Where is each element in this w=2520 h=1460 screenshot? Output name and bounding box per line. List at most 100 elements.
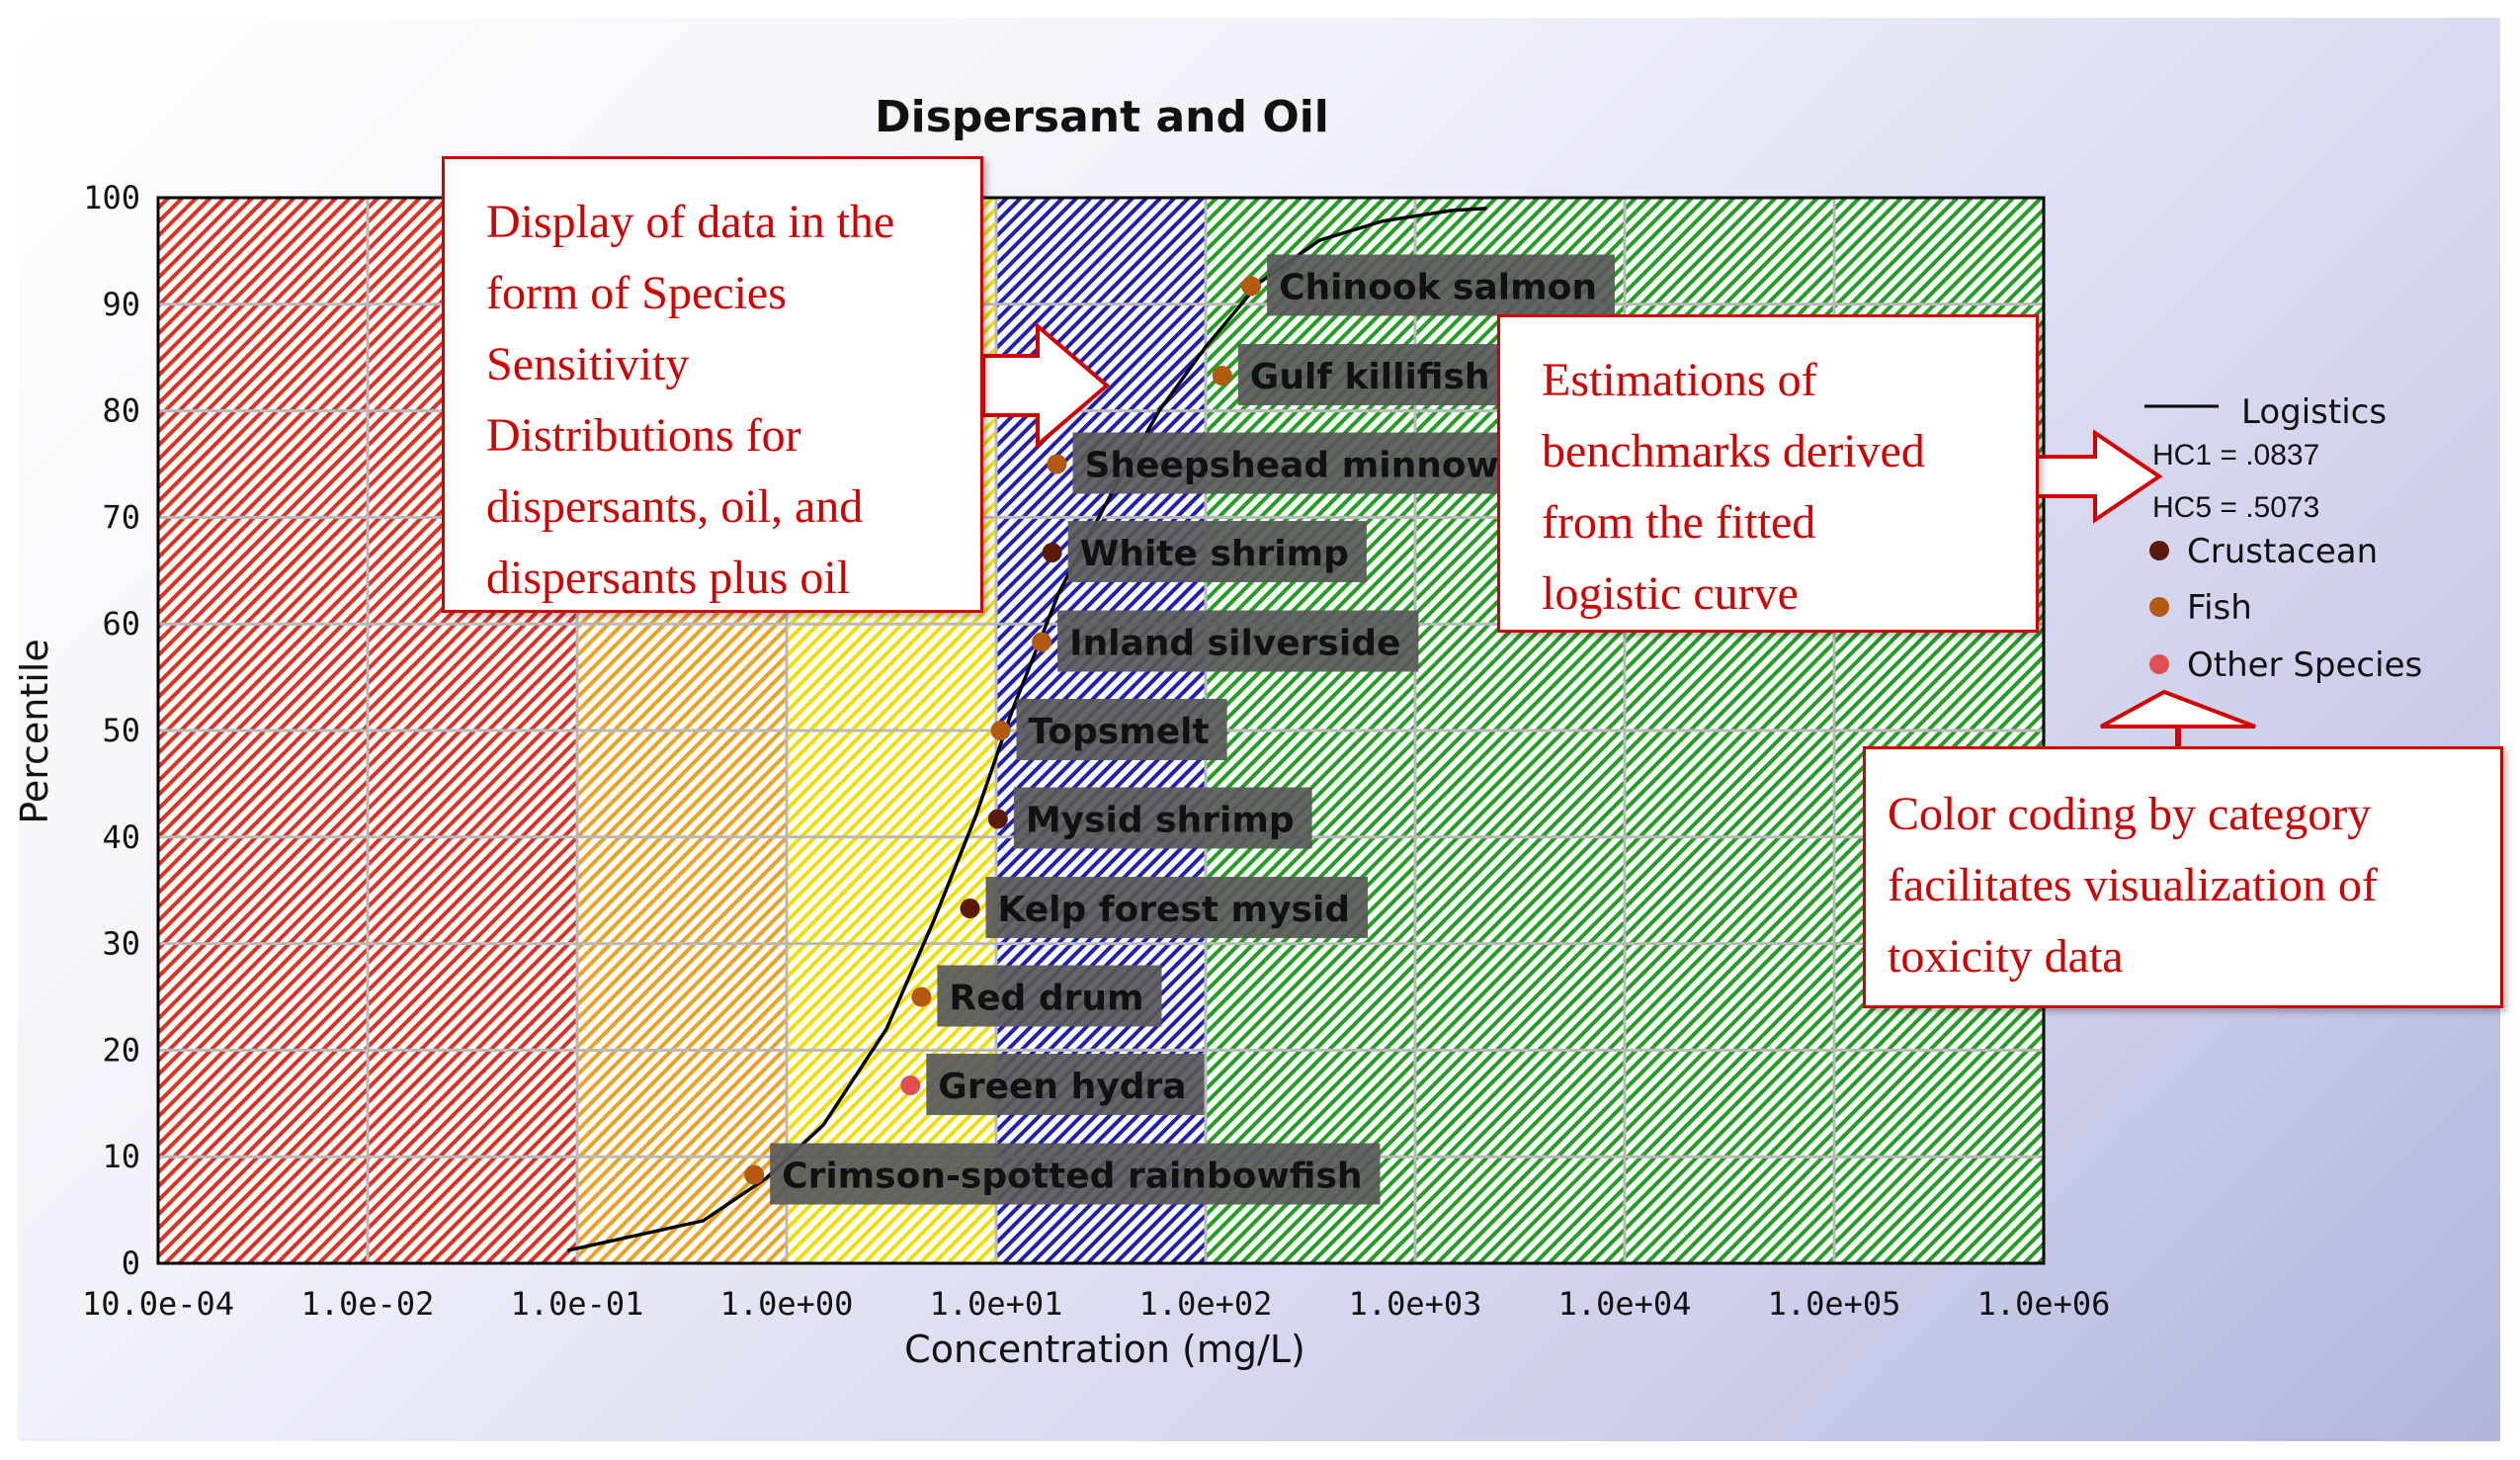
callout-benchmarks-line: logistic curve: [1542, 567, 1799, 620]
y-tick-label: 60: [102, 605, 140, 643]
axis-ticks: 10.0e-04 1.0e-02 1.0e-01 1.0e+00 1.0e+01 1.0e…: [82, 179, 2110, 1323]
callout-color-line: toxicity data: [1888, 930, 2124, 983]
y-tick-label: 20: [102, 1031, 140, 1069]
species-label: Gulf killifish: [1250, 357, 1490, 397]
y-tick-label: 90: [102, 286, 140, 323]
species-point-group: Sheepshead minnow: [1047, 432, 1517, 494]
species-point: [911, 987, 932, 1007]
x-tick-label: 1.0e+01: [930, 1285, 1063, 1323]
chart-title: Dispersant and Oil: [875, 92, 1329, 142]
callout-benchmarks: Estimations of benchmarks derived from t…: [1497, 314, 2039, 633]
species-point-group: Chinook salmon: [1241, 254, 1615, 316]
arrow-right-benchmarks: [2034, 429, 2163, 524]
species-point: [1241, 276, 1262, 297]
callout-ssd: Display of data in the form of Species S…: [442, 156, 983, 613]
y-tick-label: 0: [122, 1245, 140, 1282]
legend-fish-marker: [2149, 597, 2169, 617]
y-tick-label: 80: [102, 392, 140, 430]
legend-crustacean-marker: [2149, 541, 2169, 560]
y-tick-label: 10: [102, 1138, 140, 1175]
species-point: [990, 721, 1011, 740]
callout-ssd-line: Display of data in the: [486, 196, 895, 248]
callout-ssd-line: Sensitivity: [486, 338, 690, 390]
species-label: Kelp forest mysid: [998, 890, 1351, 930]
species-point-group: Topsmelt: [990, 699, 1227, 760]
x-tick-label: 1.0e+06: [1977, 1285, 2111, 1323]
species-point-group: Red drum: [911, 965, 1162, 1027]
species-point: [744, 1164, 765, 1185]
callout-arrows: [981, 321, 2256, 748]
x-tick-label: 1.0e+04: [1558, 1285, 1692, 1323]
species-point-group: Kelp forest mysid: [960, 877, 1369, 939]
callout-color-line: facilitates visualization of: [1888, 859, 2378, 911]
species-label: Red drum: [949, 979, 1143, 1019]
x-tick-label: 1.0e+03: [1349, 1285, 1482, 1323]
arrow-right-ssd: [981, 321, 1111, 450]
species-label-box: [937, 965, 1162, 1027]
species-label-box: [1072, 432, 1517, 494]
species-label: Crimson-spotted rainbowfish: [782, 1157, 1362, 1197]
hc5-value: HC5 = .5073: [2152, 491, 2319, 524]
species-label-box: [1013, 787, 1312, 849]
species-point-group: Gulf killifish: [1212, 344, 1508, 406]
y-tick-label: 40: [102, 818, 140, 856]
species-point: [1032, 632, 1052, 652]
legend: Logistics HC1 = .0837 HC5 = .5073 Crusta…: [2144, 392, 2422, 685]
x-tick-label: 10.0e-04: [82, 1285, 234, 1323]
callout-ssd-line: form of Species: [486, 267, 787, 319]
species-point: [1042, 542, 1062, 562]
series-line-logistics: [566, 207, 1487, 1252]
species-label: Sheepshead minnow: [1084, 446, 1498, 486]
species-label: White shrimp: [1080, 534, 1349, 574]
species-label: Inland silverside: [1069, 624, 1400, 664]
species-point-group: White shrimp: [1042, 520, 1367, 582]
species-point-group: Inland silverside: [1032, 610, 1419, 672]
x-tick-label: 1.0e-01: [511, 1285, 644, 1323]
species-point: [1047, 454, 1067, 474]
x-tick-label: 1.0e-02: [301, 1285, 435, 1323]
y-tick-label: 70: [102, 498, 140, 536]
y-tick-label: 30: [102, 925, 140, 963]
species-label-box: [926, 1053, 1205, 1115]
species-label-box: [1016, 699, 1227, 760]
species-label-box: [1237, 344, 1508, 406]
y-tick-label: 100: [83, 179, 140, 216]
species-point-group: Mysid shrimp: [987, 787, 1312, 849]
plot-frame: [156, 196, 2046, 1265]
callout-ssd-line: dispersants, oil, and: [486, 480, 864, 533]
species-point: [960, 899, 980, 919]
y-tick-label: 50: [102, 712, 140, 749]
x-tick-label: 1.0e+00: [720, 1285, 854, 1323]
legend-other-marker: [2149, 654, 2169, 674]
legend-line-label: Logistics: [2241, 392, 2387, 432]
callout-benchmarks-line: from the fitted: [1542, 496, 1816, 549]
species-label-box: [1067, 520, 1367, 582]
species-point-group: Green hydra: [900, 1053, 1205, 1115]
species-label: Chinook salmon: [1279, 267, 1597, 307]
callout-color-coding: Color coding by category facilitates vis…: [1863, 746, 2503, 1008]
logistic-curve: [566, 207, 1487, 1252]
species-point-group: Crimson-spotted rainbowfish: [744, 1143, 1381, 1205]
arrow-up-color: [2100, 689, 2256, 748]
species-label: Green hydra: [938, 1067, 1186, 1107]
species-label-box: [1057, 610, 1419, 672]
x-axis-label: Concentration (mg/L): [904, 1328, 1305, 1371]
x-tick-label: 1.0e+05: [1768, 1285, 1901, 1323]
species-label-box: [770, 1143, 1381, 1205]
species-label: Topsmelt: [1028, 712, 1209, 752]
legend-crustacean-label: Crustacean: [2187, 532, 2378, 571]
y-axis-label: Percentile: [13, 639, 56, 823]
species-point: [900, 1074, 921, 1095]
callout-ssd-line: Distributions for: [486, 409, 801, 462]
callout-benchmarks-line: Estimations of: [1542, 354, 1817, 406]
callout-benchmarks-line: benchmarks derived: [1542, 425, 1925, 477]
species-label-box: [985, 877, 1369, 939]
x-tick-label: 1.0e+02: [1139, 1285, 1273, 1323]
species-point: [987, 809, 1008, 829]
callout-color-line: Color coding by category: [1888, 788, 2372, 840]
callout-ssd-line: dispersants plus oil: [486, 552, 850, 604]
hc1-value: HC1 = .0837: [2152, 439, 2319, 472]
species-label: Mysid shrimp: [1026, 800, 1295, 840]
data-points: Crimson-spotted rainbowfish Green hydra Re…: [744, 254, 1615, 1205]
legend-other-label: Other Species: [2187, 645, 2422, 685]
